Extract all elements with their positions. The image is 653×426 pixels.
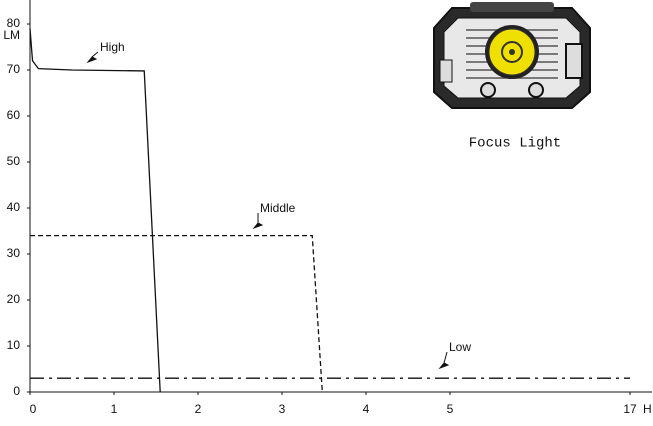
label-arrow: [438, 351, 450, 370]
x-tick-label: 0: [30, 402, 37, 416]
y-tick-label: 70: [7, 62, 21, 76]
x-tick-label: 5: [447, 402, 454, 416]
y-tick-label: 20: [7, 292, 21, 306]
label-arrow: [252, 213, 264, 230]
x-unit: H: [643, 402, 652, 416]
x-tick-label: 17: [623, 402, 637, 416]
y-tick-label: 80: [7, 16, 21, 30]
y-tick-label: 10: [7, 338, 21, 352]
caption: Focus Light: [469, 136, 561, 152]
series-label: High: [100, 40, 125, 54]
series-label: Middle: [260, 201, 296, 215]
x-tick-label: 4: [363, 402, 370, 416]
series-line: [30, 234, 323, 393]
y-tick-label: 50: [7, 154, 21, 168]
x-tick-label: 3: [279, 402, 286, 416]
series-line: [29, 28, 161, 393]
x-tick-label: 2: [195, 402, 202, 416]
y-tick-label: 60: [7, 108, 21, 122]
label-arrow: [86, 51, 99, 64]
headlamp-illustration: [433, 2, 591, 109]
y-tick-label: 30: [7, 246, 21, 260]
series-label: Low: [449, 340, 471, 354]
y-tick-label: 40: [7, 200, 21, 214]
x-tick-label: 1: [111, 402, 118, 416]
y-unit: LM: [3, 28, 20, 42]
y-tick-label: 0: [13, 384, 20, 398]
